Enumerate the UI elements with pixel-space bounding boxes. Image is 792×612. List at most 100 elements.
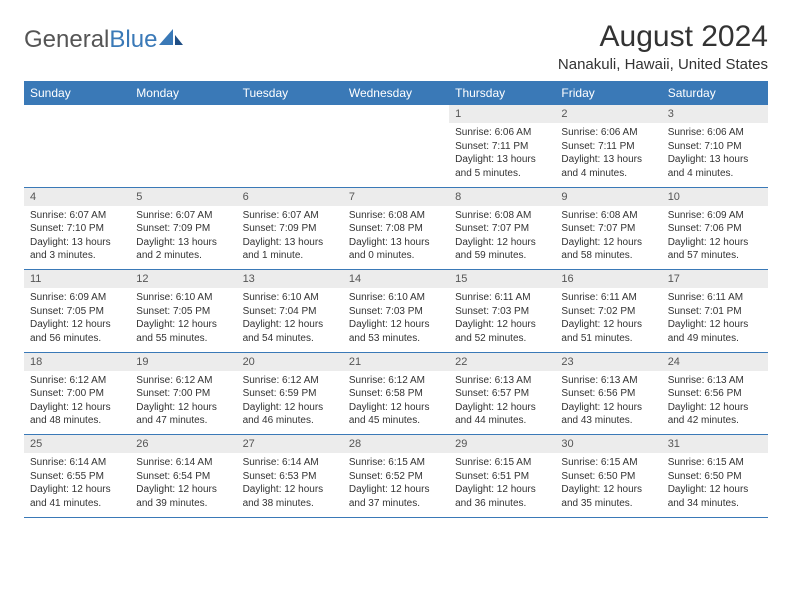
day-detail-cell: Sunrise: 6:14 AMSunset: 6:53 PMDaylight:… <box>237 453 343 517</box>
sunrise-text: Sunrise: 6:12 AM <box>30 374 124 388</box>
sunrise-text: Sunrise: 6:11 AM <box>455 291 549 305</box>
daylight-text: Daylight: 12 hours and 53 minutes. <box>349 318 443 345</box>
daylight-text: Daylight: 12 hours and 51 minutes. <box>561 318 655 345</box>
day-number-cell: 27 <box>237 435 343 454</box>
daylight-text: Daylight: 13 hours and 4 minutes. <box>668 153 762 180</box>
sunset-text: Sunset: 7:07 PM <box>561 222 655 236</box>
daylight-text: Daylight: 12 hours and 46 minutes. <box>243 401 337 428</box>
sunrise-text: Sunrise: 6:13 AM <box>561 374 655 388</box>
title-block: August 2024 Nanakuli, Hawaii, United Sta… <box>558 20 768 73</box>
daylight-text: Daylight: 12 hours and 39 minutes. <box>136 483 230 510</box>
daylight-text: Daylight: 12 hours and 59 minutes. <box>455 236 549 263</box>
day-header: Monday <box>130 81 236 105</box>
day-number-cell: 10 <box>662 187 768 206</box>
day-detail-cell <box>130 123 236 187</box>
sunrise-text: Sunrise: 6:13 AM <box>668 374 762 388</box>
sunrise-text: Sunrise: 6:09 AM <box>30 291 124 305</box>
logo: GeneralBlue <box>24 26 185 54</box>
sunset-text: Sunset: 6:52 PM <box>349 470 443 484</box>
sunset-text: Sunset: 6:55 PM <box>30 470 124 484</box>
sunset-text: Sunset: 6:57 PM <box>455 387 549 401</box>
header: GeneralBlue August 2024 Nanakuli, Hawaii… <box>24 20 768 73</box>
day-number-cell: 14 <box>343 270 449 289</box>
sunset-text: Sunset: 7:10 PM <box>30 222 124 236</box>
sunset-text: Sunset: 7:11 PM <box>455 140 549 154</box>
daylight-text: Daylight: 12 hours and 56 minutes. <box>30 318 124 345</box>
detail-row: Sunrise: 6:07 AMSunset: 7:10 PMDaylight:… <box>24 206 768 270</box>
day-number-cell: 8 <box>449 187 555 206</box>
detail-row: Sunrise: 6:09 AMSunset: 7:05 PMDaylight:… <box>24 288 768 352</box>
day-detail-cell: Sunrise: 6:08 AMSunset: 7:07 PMDaylight:… <box>449 206 555 270</box>
day-detail-cell: Sunrise: 6:15 AMSunset: 6:51 PMDaylight:… <box>449 453 555 517</box>
daylight-text: Daylight: 12 hours and 37 minutes. <box>349 483 443 510</box>
day-number-cell: 30 <box>555 435 661 454</box>
sunset-text: Sunset: 7:03 PM <box>349 305 443 319</box>
sunrise-text: Sunrise: 6:15 AM <box>349 456 443 470</box>
day-number-cell: 18 <box>24 352 130 371</box>
day-detail-cell <box>237 123 343 187</box>
day-detail-cell: Sunrise: 6:07 AMSunset: 7:10 PMDaylight:… <box>24 206 130 270</box>
day-detail-cell: Sunrise: 6:11 AMSunset: 7:01 PMDaylight:… <box>662 288 768 352</box>
sunset-text: Sunset: 7:00 PM <box>136 387 230 401</box>
day-number-cell: 16 <box>555 270 661 289</box>
sunrise-text: Sunrise: 6:15 AM <box>668 456 762 470</box>
day-detail-cell: Sunrise: 6:06 AMSunset: 7:11 PMDaylight:… <box>449 123 555 187</box>
sunrise-text: Sunrise: 6:08 AM <box>455 209 549 223</box>
daylight-text: Daylight: 12 hours and 57 minutes. <box>668 236 762 263</box>
day-number-cell: 28 <box>343 435 449 454</box>
daylight-text: Daylight: 12 hours and 38 minutes. <box>243 483 337 510</box>
sunrise-text: Sunrise: 6:11 AM <box>668 291 762 305</box>
day-header: Thursday <box>449 81 555 105</box>
sunset-text: Sunset: 7:02 PM <box>561 305 655 319</box>
day-detail-cell: Sunrise: 6:07 AMSunset: 7:09 PMDaylight:… <box>237 206 343 270</box>
sunset-text: Sunset: 7:10 PM <box>668 140 762 154</box>
calendar-table: SundayMondayTuesdayWednesdayThursdayFrid… <box>24 81 768 518</box>
location-label: Nanakuli, Hawaii, United States <box>558 56 768 73</box>
sunrise-text: Sunrise: 6:06 AM <box>561 126 655 140</box>
sunset-text: Sunset: 6:59 PM <box>243 387 337 401</box>
day-detail-cell: Sunrise: 6:14 AMSunset: 6:54 PMDaylight:… <box>130 453 236 517</box>
sunset-text: Sunset: 6:56 PM <box>668 387 762 401</box>
day-detail-cell: Sunrise: 6:12 AMSunset: 6:59 PMDaylight:… <box>237 371 343 435</box>
day-detail-cell: Sunrise: 6:12 AMSunset: 7:00 PMDaylight:… <box>130 371 236 435</box>
daylight-text: Daylight: 12 hours and 47 minutes. <box>136 401 230 428</box>
day-header: Sunday <box>24 81 130 105</box>
day-detail-cell: Sunrise: 6:06 AMSunset: 7:10 PMDaylight:… <box>662 123 768 187</box>
day-detail-cell: Sunrise: 6:15 AMSunset: 6:50 PMDaylight:… <box>555 453 661 517</box>
day-detail-cell: Sunrise: 6:13 AMSunset: 6:57 PMDaylight:… <box>449 371 555 435</box>
sunrise-text: Sunrise: 6:10 AM <box>243 291 337 305</box>
sunset-text: Sunset: 7:09 PM <box>136 222 230 236</box>
day-number-cell: 3 <box>662 105 768 123</box>
daylight-text: Daylight: 12 hours and 52 minutes. <box>455 318 549 345</box>
sunrise-text: Sunrise: 6:07 AM <box>30 209 124 223</box>
daylight-text: Daylight: 13 hours and 4 minutes. <box>561 153 655 180</box>
sunset-text: Sunset: 6:51 PM <box>455 470 549 484</box>
sunset-text: Sunset: 7:03 PM <box>455 305 549 319</box>
daylight-text: Daylight: 12 hours and 43 minutes. <box>561 401 655 428</box>
day-number-cell: 19 <box>130 352 236 371</box>
sunrise-text: Sunrise: 6:10 AM <box>349 291 443 305</box>
daylight-text: Daylight: 12 hours and 54 minutes. <box>243 318 337 345</box>
day-detail-cell: Sunrise: 6:06 AMSunset: 7:11 PMDaylight:… <box>555 123 661 187</box>
daylight-text: Daylight: 13 hours and 5 minutes. <box>455 153 549 180</box>
day-number-cell: 9 <box>555 187 661 206</box>
detail-row: Sunrise: 6:12 AMSunset: 7:00 PMDaylight:… <box>24 371 768 435</box>
daylight-text: Daylight: 12 hours and 55 minutes. <box>136 318 230 345</box>
day-detail-cell: Sunrise: 6:11 AMSunset: 7:02 PMDaylight:… <box>555 288 661 352</box>
daylight-text: Daylight: 12 hours and 49 minutes. <box>668 318 762 345</box>
day-header: Friday <box>555 81 661 105</box>
day-detail-cell: Sunrise: 6:10 AMSunset: 7:05 PMDaylight:… <box>130 288 236 352</box>
sunset-text: Sunset: 7:00 PM <box>30 387 124 401</box>
sunrise-text: Sunrise: 6:07 AM <box>243 209 337 223</box>
sunrise-text: Sunrise: 6:08 AM <box>561 209 655 223</box>
sunrise-text: Sunrise: 6:07 AM <box>136 209 230 223</box>
sunset-text: Sunset: 7:04 PM <box>243 305 337 319</box>
logo-text: GeneralBlue <box>24 26 157 54</box>
day-number-cell: 23 <box>555 352 661 371</box>
day-detail-cell <box>343 123 449 187</box>
day-number-cell: 6 <box>237 187 343 206</box>
sunset-text: Sunset: 7:09 PM <box>243 222 337 236</box>
sunset-text: Sunset: 6:58 PM <box>349 387 443 401</box>
daylight-text: Daylight: 12 hours and 42 minutes. <box>668 401 762 428</box>
month-title: August 2024 <box>558 20 768 54</box>
